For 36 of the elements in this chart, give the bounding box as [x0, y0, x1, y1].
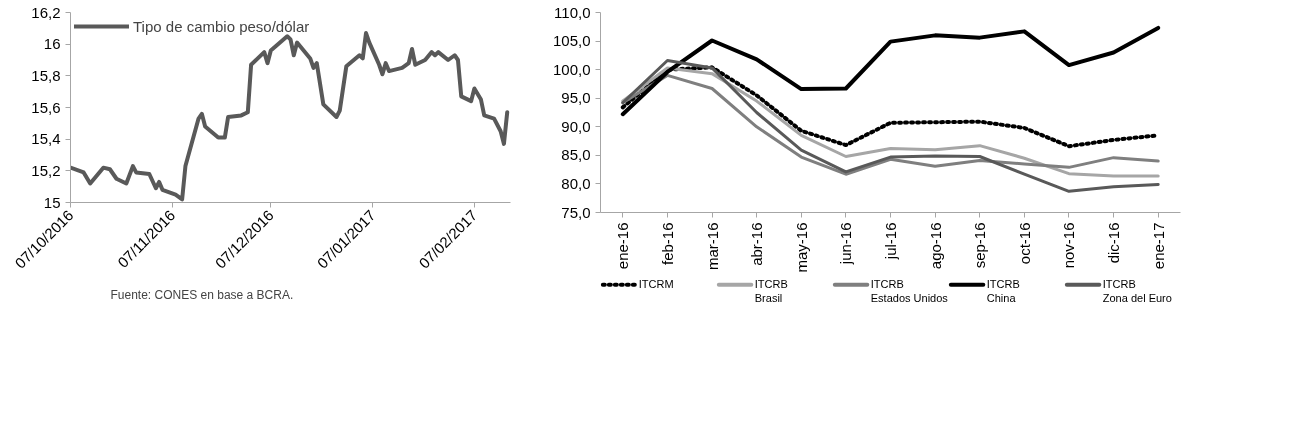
y-tick-label: 15,2 [31, 161, 61, 179]
legend-label: ITCRB Zona del Euro [1102, 277, 1172, 305]
x-tick-label: oct-16 [1015, 222, 1033, 265]
y-tick-label: 15,4 [31, 130, 61, 148]
legend-label: ITCRB Brasil [754, 277, 788, 305]
y-tick-label: 15 [43, 193, 61, 211]
legend-label: ITCRB Estados Unidos [870, 277, 949, 305]
y-tick-label: 15,8 [31, 66, 61, 84]
y-tick-label: 85,0 [561, 146, 591, 164]
y-tick-label: 110,0 [554, 3, 591, 21]
x-tick-label: dic-16 [1105, 222, 1123, 264]
y-tick-label: 90,0 [561, 117, 591, 135]
x-tick-label: sep-16 [971, 222, 989, 269]
line-series [621, 59, 1160, 193]
x-tick-label: ago-16 [926, 222, 944, 270]
legend-label: Tipo de cambio peso/dólar [133, 17, 310, 35]
legend-label: ITCRM [638, 277, 674, 290]
y-tick-label: 16 [43, 35, 61, 53]
source-note: Fuente: CONES en base a BCRA. [110, 287, 294, 302]
x-tick-label: ene-16 [614, 222, 632, 270]
x-tick-label: mar-16 [703, 222, 721, 271]
x-tick-label: jul-16 [882, 222, 899, 261]
x-tick-label: nov-16 [1060, 222, 1078, 269]
y-tick-label: 100,0 [552, 60, 591, 78]
y-tick-label: 75,0 [561, 203, 591, 221]
x-tick-label: ene-17 [1149, 222, 1167, 270]
y-tick-label: 105,0 [552, 32, 591, 50]
legend-label: ITCRB China [986, 277, 1020, 305]
y-tick-label: 15,6 [31, 98, 61, 116]
y-tick-label: 16,2 [31, 3, 61, 21]
x-tick-label: abr-16 [748, 222, 766, 266]
x-tick-label: may-16 [792, 222, 810, 273]
x-tick-label: feb-16 [658, 222, 676, 266]
y-tick-label: 80,0 [561, 174, 591, 192]
y-tick-label: 95,0 [561, 89, 591, 107]
x-tick-label: jun-16 [837, 222, 855, 266]
